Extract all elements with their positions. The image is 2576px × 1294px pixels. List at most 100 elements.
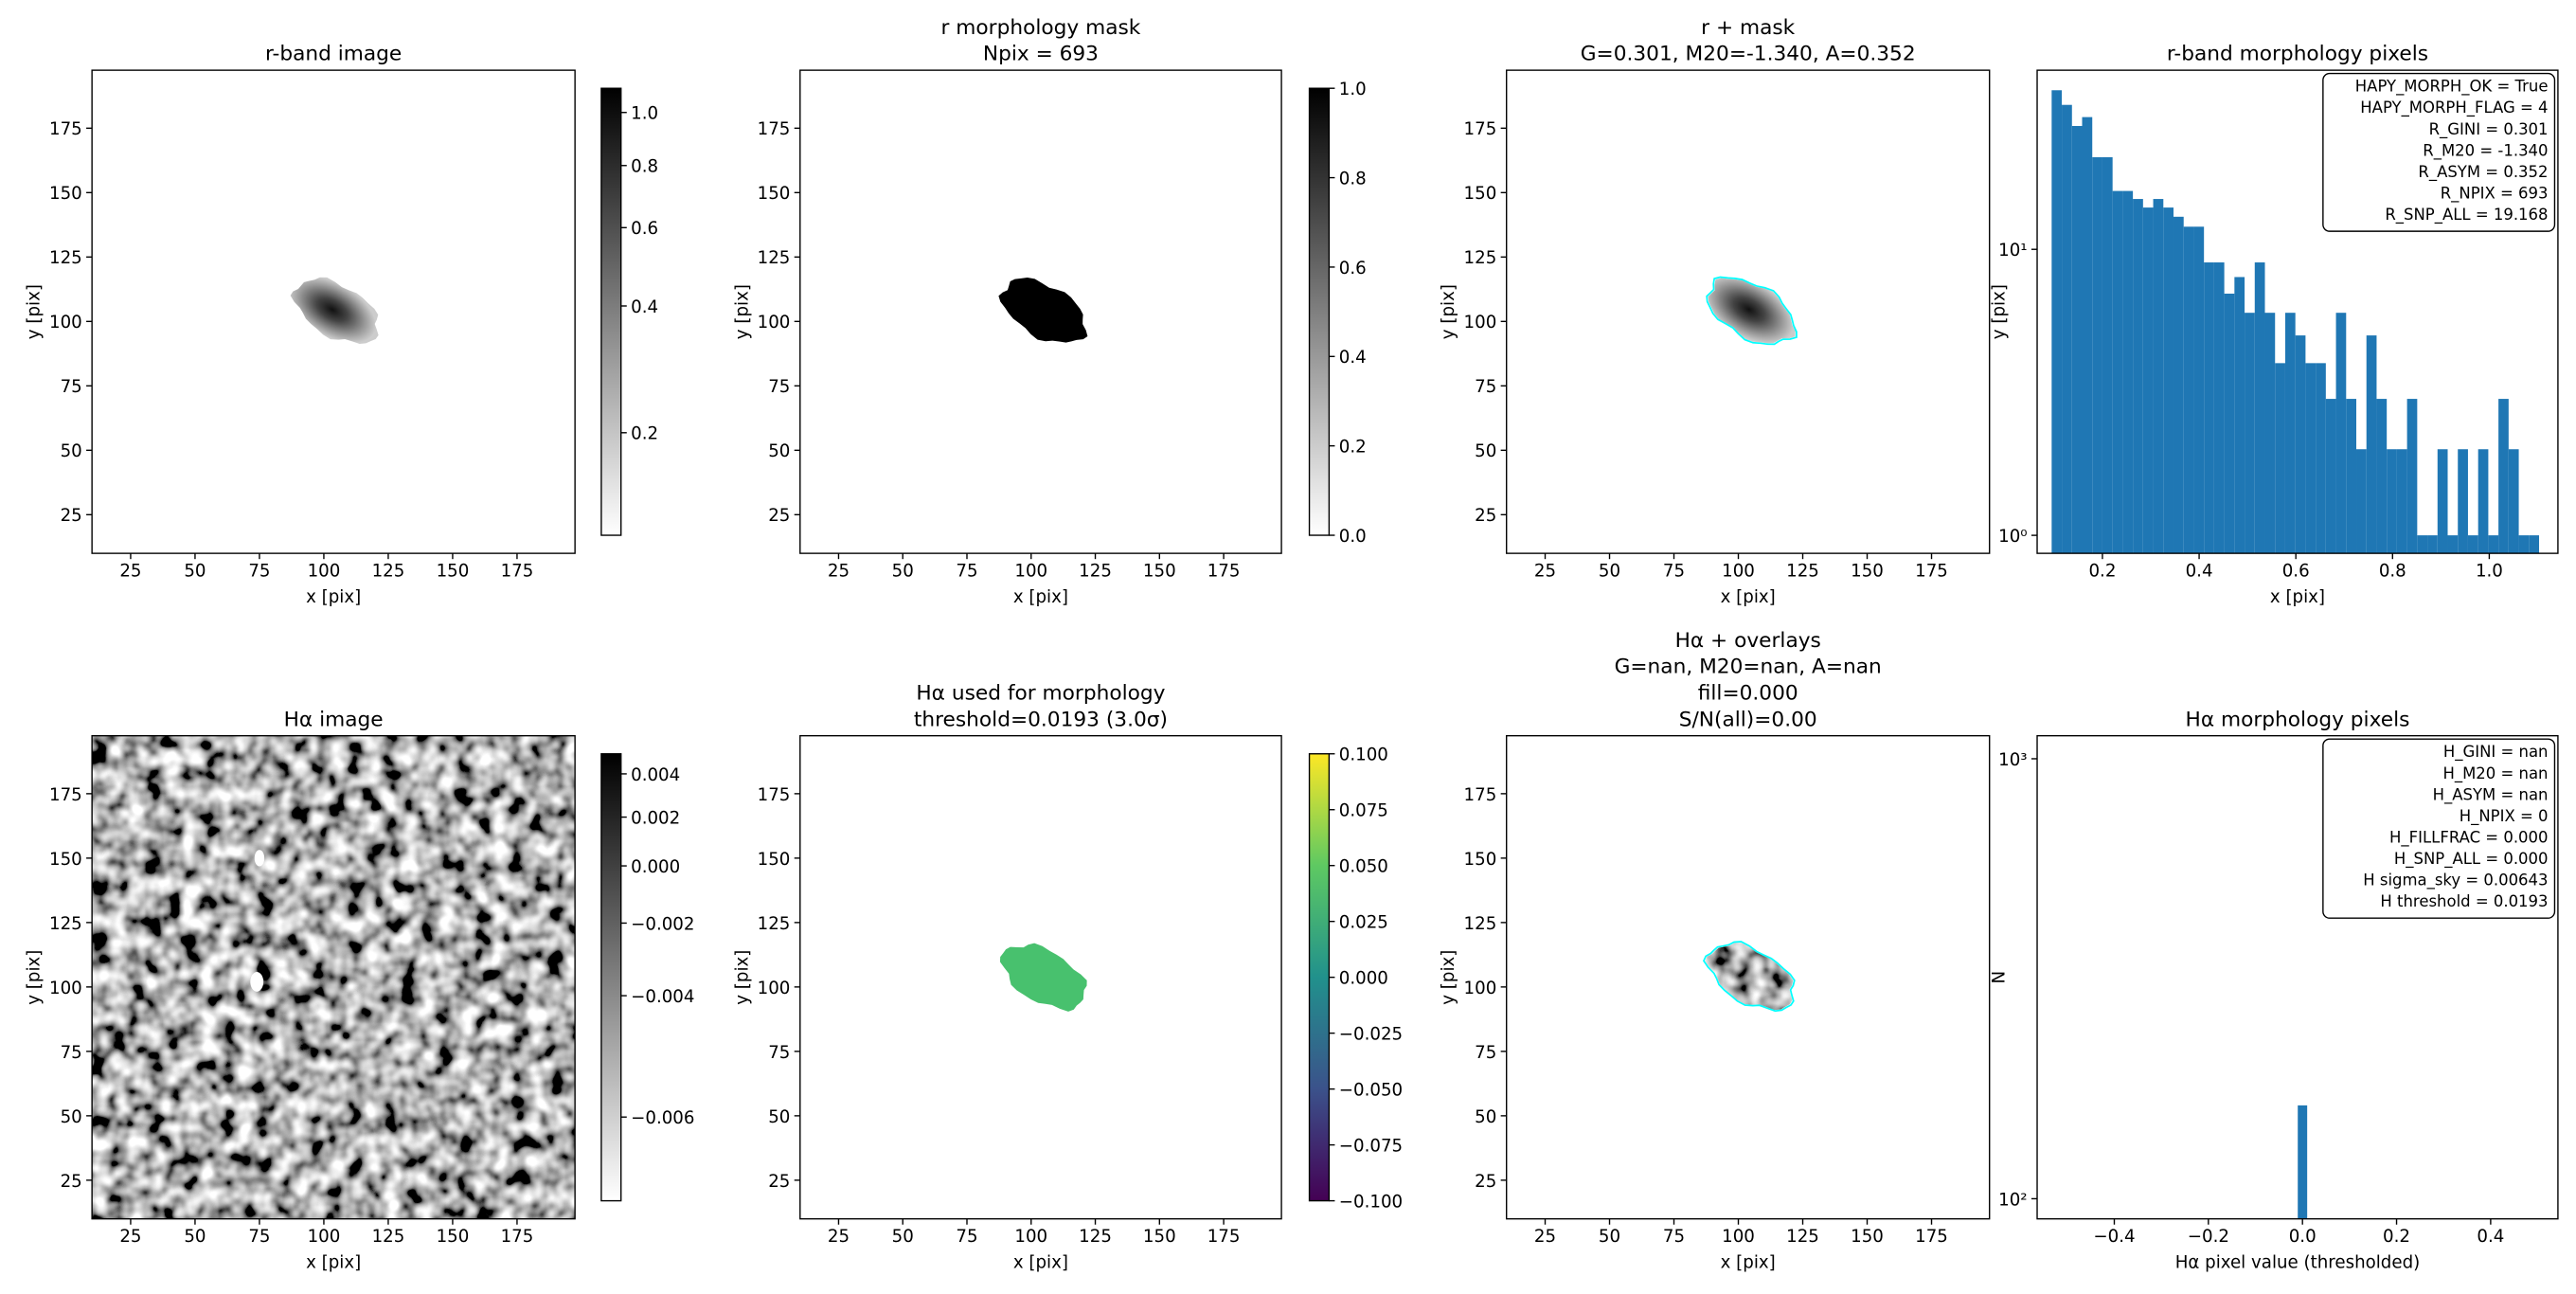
y-tick-label: 50 (61, 441, 82, 461)
x-tick-label: 175 (501, 1227, 534, 1247)
colorbar-tick-label: 0.100 (1339, 746, 1388, 765)
bar (2325, 399, 2336, 554)
plot-area (290, 277, 379, 345)
annotation-line: R_NPIX = 693 (2441, 184, 2549, 203)
y-axis-label: y [pix] (25, 950, 45, 1005)
y-tick-label: 175 (758, 119, 791, 139)
colorbar-tick-label: 0.0 (1339, 527, 1367, 547)
panel-title: r-band morphology pixels (2167, 43, 2428, 66)
bar (2305, 363, 2317, 554)
x-tick-label: 125 (372, 561, 405, 581)
x-tick-label: 50 (1599, 561, 1620, 581)
x-tick-label: 25 (119, 561, 141, 581)
y-tick-label: 125 (49, 914, 82, 934)
y-tick-label: 75 (61, 1043, 82, 1063)
bar (2234, 277, 2245, 554)
y-axis-label: y [pix] (25, 284, 45, 339)
y-tick-label: 100 (49, 313, 82, 332)
y-tick-label: 25 (61, 506, 82, 526)
y-tick-label: 50 (768, 441, 790, 461)
x-axis-label: x [pix] (306, 587, 361, 607)
mask-contour (1702, 941, 1796, 1013)
bar (2051, 90, 2063, 554)
axes-frame (799, 69, 1282, 554)
y-tick-label: 10¹ (1998, 241, 2027, 261)
x-tick-label: 125 (1079, 561, 1112, 581)
colorbar-tick-label: 0.000 (631, 857, 680, 877)
bright-spot (250, 972, 264, 992)
y-tick-label: 50 (768, 1107, 790, 1127)
annotation-box (2322, 72, 2556, 232)
x-tick-label: 150 (1143, 1227, 1176, 1247)
x-tick-label: 125 (372, 1227, 405, 1247)
colorbar-tick-label: −0.075 (1339, 1137, 1403, 1157)
y-tick-label: 75 (1475, 377, 1496, 397)
colorbar-tick-label: 0.075 (1339, 801, 1388, 821)
panel-title: threshold=0.0193 (3.0σ) (914, 708, 1168, 731)
colorbar-tick-label: 0.4 (631, 297, 658, 317)
y-tick-label: 100 (758, 979, 791, 998)
x-tick-label: 125 (1786, 1227, 1819, 1247)
y-tick-label: 125 (49, 248, 82, 268)
bar (2335, 313, 2347, 554)
colorbar-tick-label: 0.2 (1339, 438, 1367, 458)
bar (2264, 313, 2276, 554)
bar (2346, 399, 2357, 554)
bar (2356, 449, 2367, 554)
panel: 25 50 75 100 125 150 175 25 50 75 100 125 150 175 x [p… (1439, 16, 1991, 607)
y-tick-label: 150 (1464, 850, 1497, 870)
x-tick-label: 150 (437, 1227, 470, 1247)
bar (2275, 363, 2285, 554)
bar (2488, 535, 2499, 554)
annotation-line: R_GINI = 0.301 (2429, 120, 2549, 139)
colorbar-tick-label: 0.002 (631, 809, 680, 829)
x-tick-label: 50 (184, 561, 206, 581)
y-tick-label: 25 (768, 1172, 790, 1192)
plot-area (1695, 930, 1805, 1024)
bar (2396, 449, 2407, 554)
x-axis-label: x [pix] (1013, 587, 1068, 607)
bar (2092, 156, 2102, 554)
y-tick-label: 50 (1475, 1107, 1496, 1127)
bar (2529, 535, 2540, 554)
mask-image (999, 943, 1087, 1012)
x-tick-label: 0.6 (2282, 561, 2310, 581)
panel-title: Hα image (284, 708, 384, 731)
colorbar (1308, 87, 1331, 536)
annotation-line: H threshold = 0.0193 (2380, 892, 2548, 910)
annotation-line: HAPY_MORPH_OK = True (2355, 78, 2549, 97)
axes-frame (1506, 734, 1991, 1220)
bar (2245, 313, 2255, 554)
y-axis-label: y [pix] (1989, 284, 2009, 339)
colorbar-tick-label: −0.002 (631, 914, 694, 934)
x-tick-label: 100 (308, 1227, 341, 1247)
annotation-line: H sigma_sky = 0.00643 (2363, 872, 2548, 890)
annotation-line: H_ASYM = nan (2433, 785, 2549, 804)
colorbar-tick-label: 0.2 (631, 424, 658, 444)
mask-contour (1706, 276, 1798, 346)
x-tick-label: 0.8 (2379, 561, 2406, 581)
panel-title: S/N(all)=0.00 (1679, 708, 1817, 731)
x-axis-label: x [pix] (1013, 1253, 1068, 1273)
x-tick-label: 175 (1208, 561, 1241, 581)
bar (2082, 117, 2093, 554)
plot-area (999, 943, 1087, 1012)
annotation-box (2322, 738, 2556, 919)
y-axis-label: y [pix] (732, 284, 752, 339)
annotation-line: H_FILLFRAC = 0.000 (2389, 828, 2548, 847)
y-tick-label: 10⁰ (1998, 527, 2027, 547)
x-tick-label: 0.2 (2088, 561, 2116, 581)
colorbar-tick-label: −0.050 (1339, 1081, 1403, 1101)
y-tick-label: 175 (49, 785, 82, 805)
y-tick-label: 150 (49, 184, 82, 204)
bar (2458, 449, 2468, 554)
x-axis-label: x [pix] (1721, 1253, 1776, 1273)
source-image (290, 277, 379, 345)
bar (2417, 535, 2428, 554)
plot-area (2298, 1105, 2308, 1219)
y-tick-label: 75 (61, 377, 82, 397)
x-tick-label: 175 (1915, 1227, 1948, 1247)
x-tick-label: 50 (892, 1227, 914, 1247)
y-tick-label: 10² (1998, 1190, 2027, 1210)
bar (2387, 449, 2397, 554)
